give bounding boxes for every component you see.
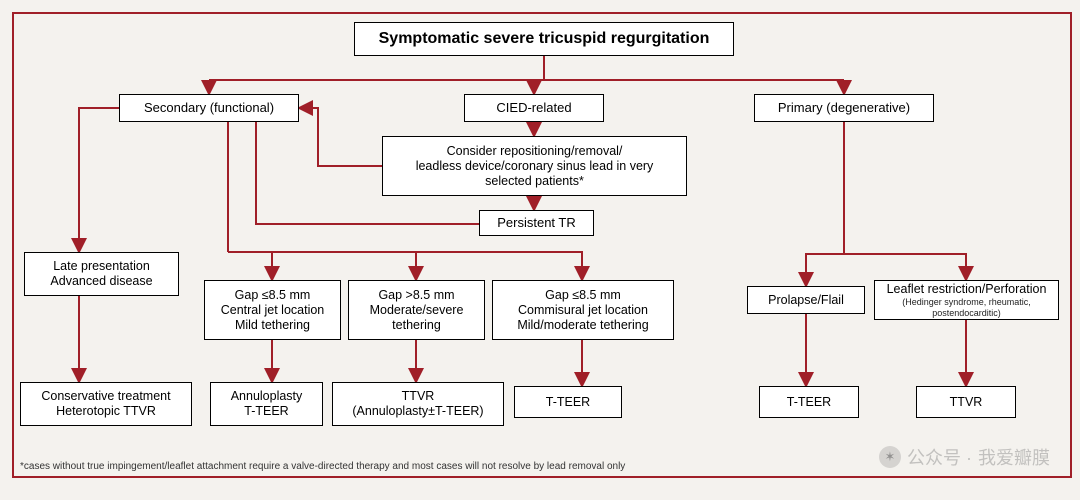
watermark-text: 我爱瓣膜 [978,444,1050,470]
node-out_ann-line: T-TEER [244,404,288,419]
flowchart-canvas: Symptomatic severe tricuspid regurgitati… [12,12,1072,478]
node-gap3-line: Gap ≤8.5 mm [545,288,621,303]
edge-13 [228,252,272,280]
node-prolapse: Prolapse/Flail [747,286,865,314]
node-out_ann: AnnuloplastyT-TEER [210,382,323,426]
node-out_tteer2: T-TEER [759,386,859,418]
node-out_tteer: T-TEER [514,386,622,418]
node-out_ttvr-line: (Annuloplasty±T-TEER) [352,404,483,419]
node-out_ttvr-line: TTVR [402,389,435,404]
node-gap1-line: Mild tethering [235,318,310,333]
node-out_tteer2-line: T-TEER [787,395,831,410]
node-gap2-line: Gap >8.5 mm [378,288,454,303]
node-cied: CIED-related [464,94,604,122]
node-late-line: Late presentation [53,259,150,274]
edge-18 [844,254,966,280]
node-gap1-line: Central jet location [221,303,325,318]
node-leafrest: Leaflet restriction/Perforation(Hedinger… [874,280,1059,320]
node-cied-line: CIED-related [496,100,571,116]
node-leafrest-subtext: (Hedinger syndrome, rheumatic, postendoc… [881,297,1052,319]
node-gap2-line: tethering [392,318,441,333]
node-late-line: Advanced disease [50,274,152,289]
node-consider-line: leadless device/coronary sinus lead in v… [416,159,654,174]
watermark: ✶ 公众号 · 我爱瓣膜 [879,444,1050,470]
node-consider-line: selected patients* [485,174,584,189]
node-gap3-line: Mild/moderate tethering [517,318,648,333]
node-root-line: Symptomatic severe tricuspid regurgitati… [379,29,710,48]
node-out_cons-line: Heterotopic TTVR [56,404,156,419]
node-primary-line: Primary (degenerative) [778,100,910,116]
node-persistent-line: Persistent TR [497,215,576,231]
node-out_ann-line: Annuloplasty [231,389,303,404]
node-leafrest-line: Leaflet restriction/Perforation [887,282,1047,297]
node-gap1: Gap ≤8.5 mmCentral jet locationMild teth… [204,280,341,340]
edge-15 [228,252,582,280]
node-secondary: Secondary (functional) [119,94,299,122]
node-out_ttvr2-line: TTVR [950,395,983,410]
node-out_ttvr: TTVR(Annuloplasty±T-TEER) [332,382,504,426]
node-prolapse-line: Prolapse/Flail [768,293,844,308]
node-secondary-line: Secondary (functional) [144,100,274,116]
node-consider: Consider repositioning/removal/leadless … [382,136,687,196]
node-gap2-line: Moderate/severe [370,303,464,318]
edge-10 [79,108,119,252]
node-persistent: Persistent TR [479,210,594,236]
node-gap2: Gap >8.5 mmModerate/severetethering [348,280,485,340]
node-gap1-line: Gap ≤8.5 mm [235,288,311,303]
edge-14 [228,252,416,280]
edge-8 [299,108,382,166]
node-gap3: Gap ≤8.5 mmCommisural jet locationMild/m… [492,280,674,340]
node-primary: Primary (degenerative) [754,94,934,122]
node-root: Symptomatic severe tricuspid regurgitati… [354,22,734,56]
node-out_tteer-line: T-TEER [546,395,590,410]
node-consider-line: Consider repositioning/removal/ [447,144,623,159]
node-late: Late presentationAdvanced disease [24,252,179,296]
footnote-text: *cases without true impingement/leaflet … [20,461,625,472]
node-gap3-line: Commisural jet location [518,303,648,318]
wechat-icon: ✶ [879,446,901,468]
watermark-prefix: 公众号 · [907,444,972,470]
node-out_cons: Conservative treatmentHeterotopic TTVR [20,382,192,426]
node-out_cons-line: Conservative treatment [41,389,170,404]
edge-17 [806,254,844,286]
node-out_ttvr2: TTVR [916,386,1016,418]
